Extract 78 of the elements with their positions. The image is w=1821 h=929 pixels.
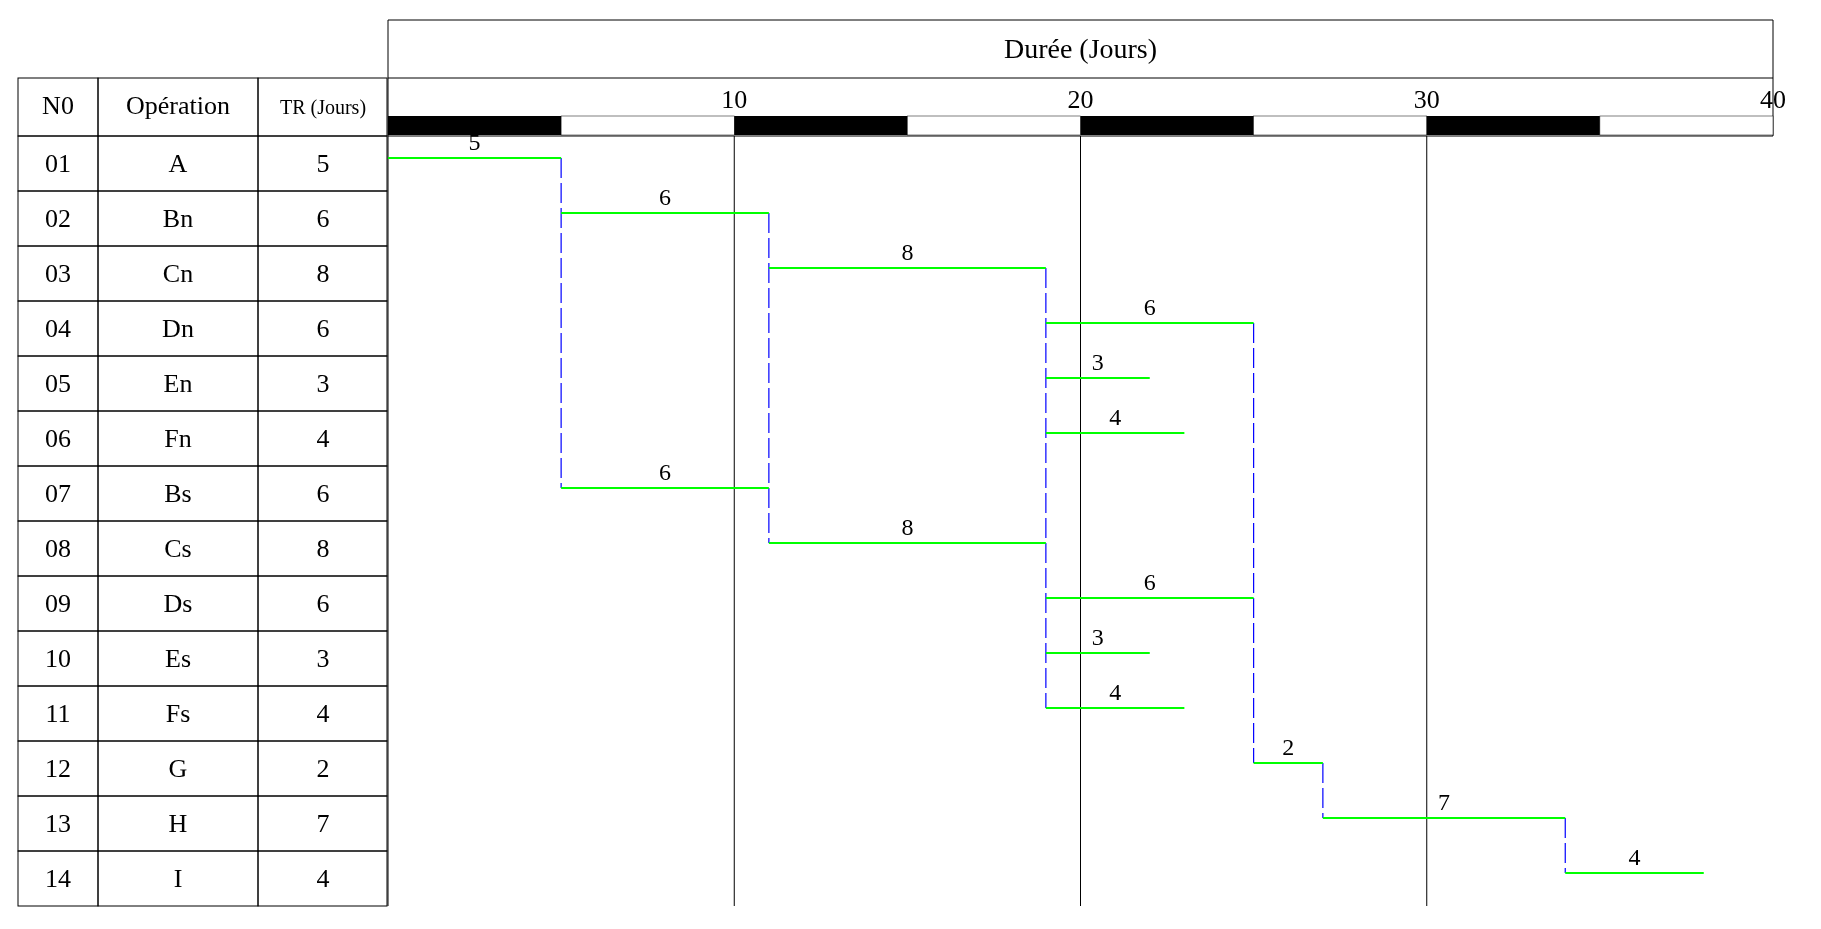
y-tick-label: G xyxy=(168,754,188,783)
x-tick-label: 30 xyxy=(1413,85,1440,114)
bar xyxy=(1253,762,1323,764)
data-label: 6 xyxy=(659,459,671,485)
data-label: 4 xyxy=(1109,679,1122,705)
data-label: 2 xyxy=(1282,734,1295,760)
x-axis-title: Durée (Jours) xyxy=(1003,33,1158,64)
text: 8 xyxy=(316,534,330,563)
bar xyxy=(1045,432,1185,434)
data-label: 6 xyxy=(1143,569,1156,595)
y-tick-label: Fs xyxy=(165,699,191,728)
text: 04 xyxy=(45,314,71,343)
text: 6 xyxy=(316,589,330,618)
text: 02 xyxy=(45,204,71,233)
y-tick-label: Bn xyxy=(162,204,194,233)
x-tick-label: 20 xyxy=(1067,85,1094,114)
text: N0 xyxy=(42,91,74,120)
y-tick-label: I xyxy=(173,864,183,893)
data-label: 6 xyxy=(1143,294,1156,320)
bar xyxy=(1565,872,1704,874)
bar xyxy=(561,487,769,489)
bar xyxy=(1322,817,1566,819)
text: 10 xyxy=(45,644,71,673)
text: 14 xyxy=(45,864,71,893)
x-tick-label: 40 xyxy=(1760,85,1786,114)
x-tick-label: 10 xyxy=(721,85,748,114)
bar xyxy=(1045,322,1254,324)
bar xyxy=(1045,652,1150,654)
text: TR (Jours) xyxy=(279,96,367,119)
y-tick-label: Cs xyxy=(164,534,192,563)
text: 11 xyxy=(45,699,71,728)
data-label: 6 xyxy=(659,184,671,210)
text: 12 xyxy=(45,754,71,783)
text: 7 xyxy=(316,809,330,838)
y-tick-label: Ds xyxy=(163,589,193,618)
y-tick-label: Dn xyxy=(162,314,194,343)
text: 8 xyxy=(316,259,330,288)
text: 4 xyxy=(316,864,330,893)
bar xyxy=(1045,597,1254,599)
bar xyxy=(388,157,562,159)
text: 4 xyxy=(316,424,330,453)
data-label: 7 xyxy=(1438,789,1451,815)
y-tick-label: En xyxy=(163,369,193,398)
y-tick-label: Bs xyxy=(164,479,192,508)
data-label: 3 xyxy=(1091,624,1104,650)
text: 3 xyxy=(316,644,330,673)
text: 13 xyxy=(45,809,71,838)
text: 03 xyxy=(45,259,71,288)
data-label: 3 xyxy=(1091,349,1104,375)
bar xyxy=(1045,707,1185,709)
text: 3 xyxy=(316,369,330,398)
data-label: 8 xyxy=(901,239,914,265)
text: 6 xyxy=(316,204,330,233)
y-axis-title: Opération xyxy=(126,91,230,120)
data-label: 8 xyxy=(901,514,914,540)
text: 2 xyxy=(316,754,330,783)
y-tick-label: H xyxy=(168,809,188,838)
bar xyxy=(768,267,1046,269)
bar xyxy=(768,542,1046,544)
y-tick-label: Cn xyxy=(162,259,194,288)
text: 01 xyxy=(45,149,71,178)
text: 4 xyxy=(316,699,330,728)
data-label: 5 xyxy=(468,129,481,155)
bar xyxy=(1045,377,1150,379)
y-tick-label: Fn xyxy=(164,424,192,453)
text: 05 xyxy=(45,369,71,398)
text: 6 xyxy=(316,314,330,343)
bar xyxy=(561,212,769,214)
data-label: 4 xyxy=(1628,844,1641,870)
y-tick-label: Es xyxy=(165,644,191,673)
text: 5 xyxy=(316,149,330,178)
text: 6 xyxy=(316,479,330,508)
text: 09 xyxy=(45,589,71,618)
y-tick-label: A xyxy=(168,149,188,178)
text: 07 xyxy=(45,479,71,508)
text: 06 xyxy=(45,424,71,453)
data-label: 4 xyxy=(1109,404,1122,430)
text: 08 xyxy=(45,534,71,563)
